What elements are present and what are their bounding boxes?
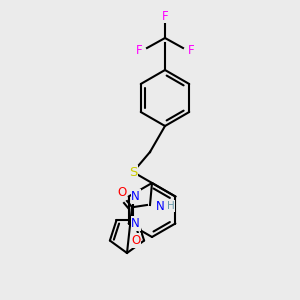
Text: N: N bbox=[131, 217, 140, 230]
Text: N: N bbox=[156, 200, 164, 212]
Text: F: F bbox=[188, 44, 194, 58]
Text: O: O bbox=[131, 234, 141, 247]
Text: O: O bbox=[117, 187, 127, 200]
Text: F: F bbox=[136, 44, 142, 58]
Text: H: H bbox=[167, 201, 175, 211]
Text: N: N bbox=[131, 190, 140, 203]
Text: S: S bbox=[129, 166, 137, 178]
Text: F: F bbox=[162, 10, 168, 22]
